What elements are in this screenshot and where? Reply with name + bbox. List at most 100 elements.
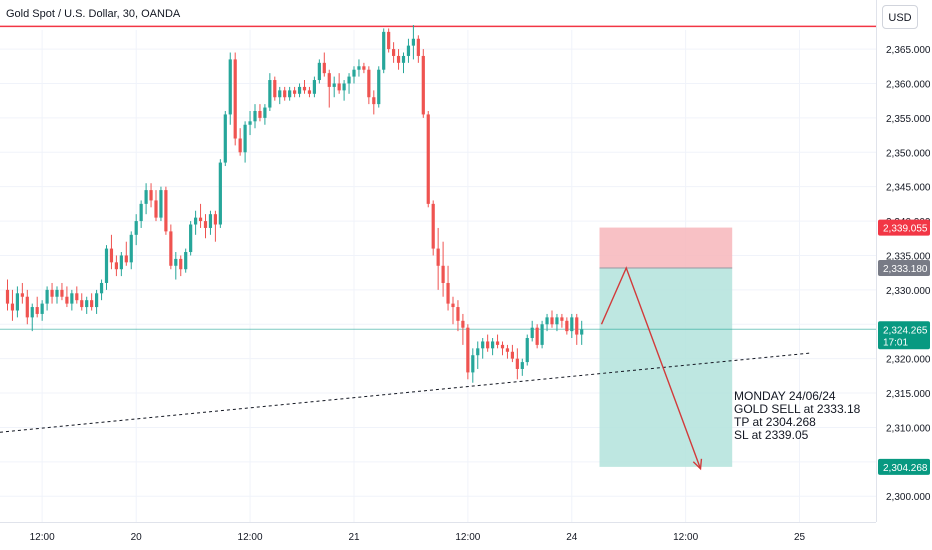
price-label-countdown: 17:01 bbox=[883, 337, 908, 348]
x-tick-label: 20 bbox=[131, 532, 143, 543]
candle bbox=[550, 310, 554, 328]
y-tick-label: 2,365.000 bbox=[886, 45, 931, 56]
candle bbox=[525, 334, 529, 366]
candle-body bbox=[466, 327, 470, 373]
candle bbox=[411, 25, 415, 60]
candle bbox=[421, 49, 425, 118]
price-label-text: 2,333.180 bbox=[883, 264, 928, 275]
candle bbox=[184, 248, 188, 273]
arrow-head bbox=[692, 458, 703, 471]
candle-body bbox=[421, 55, 425, 115]
candle bbox=[426, 110, 430, 208]
candle bbox=[382, 28, 386, 74]
y-tick-label: 2,330.000 bbox=[886, 286, 931, 297]
candle-body bbox=[436, 248, 440, 266]
candle bbox=[486, 334, 490, 352]
candle-body bbox=[357, 66, 361, 70]
candle bbox=[372, 90, 376, 115]
candle-body bbox=[307, 90, 312, 94]
candle bbox=[575, 313, 579, 345]
candle-body bbox=[495, 341, 500, 345]
candle bbox=[288, 86, 292, 101]
candle bbox=[332, 76, 336, 98]
grid bbox=[0, 30, 876, 522]
x-tick-label: 12:00 bbox=[238, 532, 263, 543]
candle bbox=[481, 338, 485, 359]
candle bbox=[45, 286, 49, 311]
candle-body bbox=[218, 162, 222, 225]
y-tick-label: 2,315.000 bbox=[886, 389, 931, 400]
candle bbox=[322, 52, 326, 77]
price-label-text: 2,304.268 bbox=[883, 463, 928, 474]
candle bbox=[446, 265, 450, 311]
candle-body bbox=[327, 73, 331, 87]
candle-body bbox=[500, 344, 505, 349]
y-tick-label: 2,355.000 bbox=[886, 114, 931, 125]
x-tick-label: 25 bbox=[794, 532, 806, 543]
candle bbox=[297, 83, 302, 98]
candle-body bbox=[312, 80, 316, 94]
candle bbox=[70, 289, 74, 311]
candle-body bbox=[45, 289, 49, 304]
candle-body bbox=[194, 217, 198, 225]
candle-body bbox=[60, 289, 64, 297]
candle-body bbox=[387, 31, 391, 50]
candle-body bbox=[90, 300, 94, 308]
candle-body bbox=[416, 38, 420, 56]
candle-body bbox=[550, 317, 554, 325]
price-label: 2,304.268 bbox=[878, 458, 930, 475]
candle-body bbox=[189, 224, 193, 253]
price-label-bg bbox=[878, 259, 930, 276]
candle-body bbox=[396, 55, 401, 63]
candle bbox=[169, 224, 173, 270]
price-label-bg bbox=[878, 321, 930, 350]
candle-body bbox=[515, 358, 519, 369]
candle-body bbox=[486, 341, 490, 349]
candle-body bbox=[392, 49, 396, 56]
candle-body bbox=[50, 289, 54, 297]
candle-body bbox=[149, 190, 153, 201]
candle bbox=[396, 49, 401, 70]
candle-body bbox=[382, 31, 386, 70]
candle bbox=[352, 66, 356, 84]
candle-body bbox=[278, 90, 282, 98]
candle-body bbox=[476, 348, 480, 356]
candle bbox=[392, 42, 396, 63]
candle-body bbox=[65, 296, 69, 304]
candle bbox=[198, 203, 203, 228]
candle bbox=[347, 73, 351, 94]
y-tick-label: 2,360.000 bbox=[886, 79, 931, 90]
candle bbox=[476, 341, 480, 369]
candle-body bbox=[540, 324, 544, 345]
candle-body bbox=[441, 265, 445, 283]
currency-button[interactable]: USD bbox=[882, 5, 918, 29]
price-label: 2,339.055 bbox=[878, 219, 930, 236]
position-zones[interactable] bbox=[599, 227, 733, 467]
candle bbox=[377, 66, 381, 108]
candle-body bbox=[268, 80, 272, 108]
candle bbox=[491, 338, 495, 356]
y-tick-label: 2,335.000 bbox=[886, 251, 931, 262]
candle bbox=[535, 324, 539, 349]
candle-body bbox=[377, 69, 381, 105]
candle bbox=[90, 293, 94, 311]
candle bbox=[555, 313, 559, 332]
candle-body bbox=[293, 90, 297, 94]
x-tick-label: 12:00 bbox=[30, 532, 55, 543]
candle bbox=[565, 317, 569, 335]
candle-body bbox=[283, 90, 287, 98]
candle-body bbox=[555, 317, 559, 325]
candle-body bbox=[322, 62, 326, 74]
candle-body bbox=[342, 83, 346, 91]
candle-body bbox=[451, 303, 455, 308]
candle-body bbox=[198, 217, 203, 222]
price-label: 2,333.180 bbox=[878, 259, 930, 276]
candle bbox=[471, 348, 475, 383]
candle bbox=[114, 255, 118, 277]
candle-body bbox=[372, 97, 376, 105]
candle-body bbox=[505, 348, 510, 352]
candle-body bbox=[535, 327, 539, 345]
chart-lines bbox=[0, 25, 876, 433]
